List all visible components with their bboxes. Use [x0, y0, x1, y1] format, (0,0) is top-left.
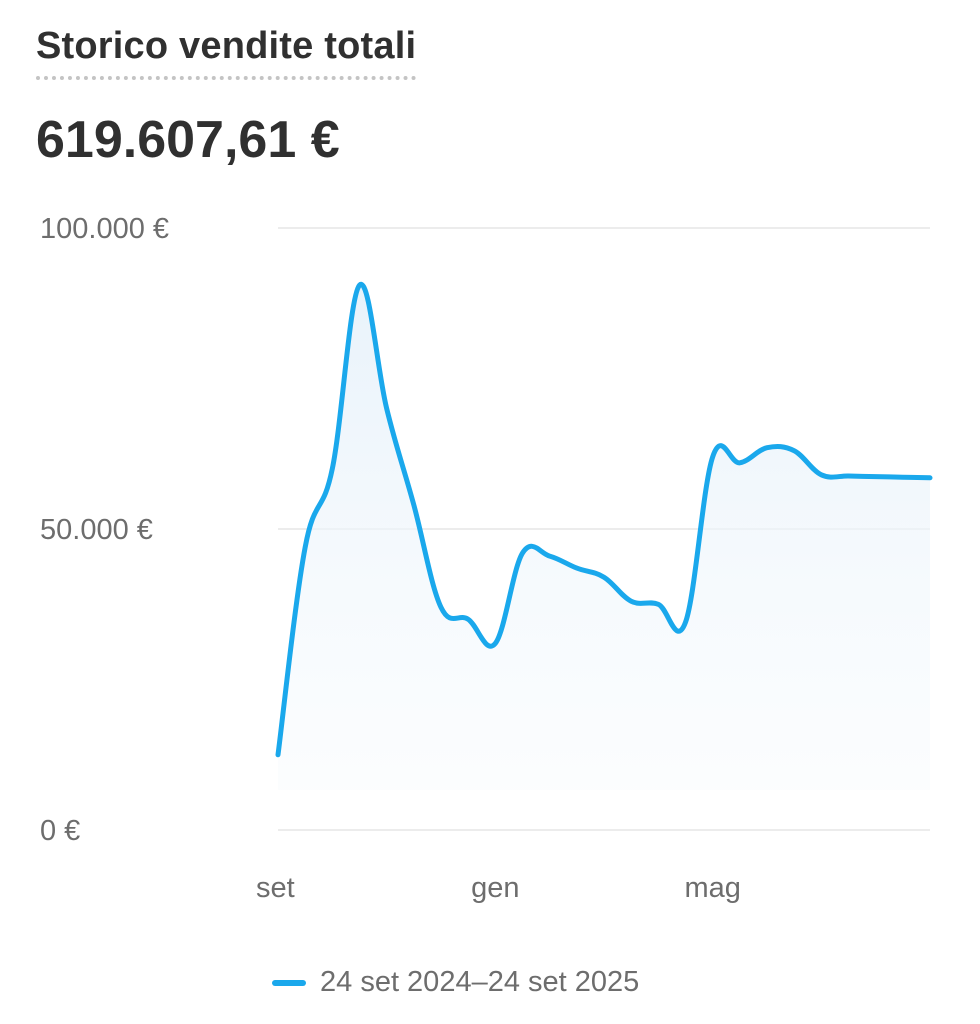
data-point[interactable]	[628, 598, 634, 604]
data-point[interactable]	[275, 752, 281, 758]
data-point[interactable]	[601, 574, 607, 580]
chart-legend[interactable]: 24 set 2024–24 set 2025	[272, 966, 639, 999]
legend-label: 24 set 2024–24 set 2025	[320, 966, 640, 998]
chart-title[interactable]: Storico vendite totali	[36, 25, 417, 80]
x-tick-label: mag	[684, 872, 740, 904]
data-point[interactable]	[357, 282, 363, 288]
data-point[interactable]	[492, 640, 498, 646]
legend-swatch	[272, 979, 306, 986]
data-point[interactable]	[411, 502, 417, 508]
y-tick-label: 0 €	[40, 815, 80, 847]
data-point[interactable]	[737, 460, 743, 466]
series-line[interactable]	[275, 282, 933, 758]
data-point[interactable]	[683, 619, 689, 625]
x-tick-label: set	[256, 872, 295, 904]
data-point[interactable]	[710, 454, 716, 460]
data-point[interactable]	[329, 466, 335, 472]
data-point[interactable]	[900, 474, 906, 480]
data-point[interactable]	[655, 601, 661, 607]
data-point[interactable]	[791, 448, 797, 454]
data-point[interactable]	[520, 550, 526, 556]
data-point[interactable]	[438, 604, 444, 610]
data-point[interactable]	[927, 475, 933, 481]
data-point[interactable]	[574, 565, 580, 571]
data-point[interactable]	[547, 553, 553, 559]
y-axis: 100.000 € 50.000 € 0 €	[40, 213, 169, 847]
data-point[interactable]	[764, 445, 770, 451]
data-point[interactable]	[384, 406, 390, 412]
y-tick-label: 50.000 €	[40, 514, 153, 546]
y-tick-label: 100.000 €	[40, 213, 169, 245]
data-point[interactable]	[302, 544, 308, 550]
data-point[interactable]	[465, 616, 471, 622]
data-point[interactable]	[846, 473, 852, 479]
total-sales-value: 619.607,61 €	[36, 111, 340, 169]
data-point[interactable]	[873, 474, 879, 480]
data-point[interactable]	[818, 472, 824, 478]
series-area-fill	[278, 284, 930, 790]
x-axis: set gen mag	[256, 872, 741, 904]
x-tick-label: gen	[471, 872, 519, 904]
